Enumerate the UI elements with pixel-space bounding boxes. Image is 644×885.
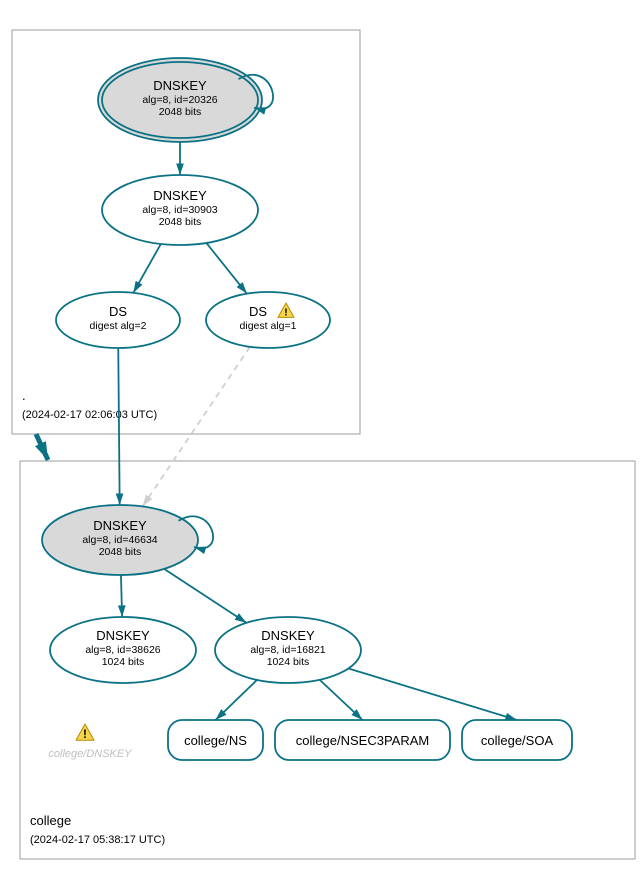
svg-text:alg=8, id=16821: alg=8, id=16821	[250, 644, 325, 656]
svg-text:alg=8, id=38626: alg=8, id=38626	[85, 644, 160, 656]
svg-text:alg=8, id=20326: alg=8, id=20326	[142, 94, 217, 106]
edge	[143, 347, 250, 507]
zone-label: .	[22, 388, 26, 403]
svg-text:1024 bits: 1024 bits	[267, 656, 310, 668]
svg-text:!: !	[83, 728, 87, 741]
svg-text:alg=8, id=30903: alg=8, id=30903	[142, 204, 217, 216]
svg-text:college/SOA: college/SOA	[481, 733, 554, 748]
root_dnskey2: DNSKEYalg=8, id=309032048 bits	[102, 175, 258, 245]
record-nsec: college/NSEC3PARAM	[275, 720, 450, 760]
svg-text:!: !	[284, 307, 287, 318]
svg-text:2048 bits: 2048 bits	[159, 106, 202, 118]
ds1: DSdigest alg=2	[56, 292, 180, 348]
edge	[121, 575, 122, 617]
warn-label: college/DNSKEY	[48, 748, 132, 760]
record-ns: college/NS	[168, 720, 263, 760]
svg-text:1024 bits: 1024 bits	[102, 656, 145, 668]
zone-date: (2024-02-17 05:38:17 UTC)	[30, 834, 165, 846]
svg-text:DNSKEY: DNSKEY	[153, 78, 207, 93]
svg-text:digest alg=2: digest alg=2	[90, 320, 147, 332]
svg-text:college/NS: college/NS	[184, 733, 247, 748]
zone-date: (2024-02-17 02:06:03 UTC)	[22, 409, 157, 421]
edge	[133, 244, 161, 293]
edge	[118, 348, 119, 505]
zone-arrow	[36, 434, 48, 460]
svg-text:2048 bits: 2048 bits	[99, 546, 142, 558]
edge	[320, 680, 363, 720]
svg-text:DNSKEY: DNSKEY	[261, 628, 315, 643]
svg-text:college/NSEC3PARAM: college/NSEC3PARAM	[296, 733, 429, 748]
col_dnskey2: DNSKEYalg=8, id=386261024 bits	[50, 617, 196, 683]
svg-text:DNSKEY: DNSKEY	[93, 518, 147, 533]
svg-text:DS: DS	[249, 304, 267, 319]
edge	[164, 569, 246, 623]
root_dnskey1: DNSKEYalg=8, id=203262048 bits	[98, 58, 273, 142]
col_dnskey1: DNSKEYalg=8, id=466342048 bits	[42, 505, 213, 575]
svg-text:DNSKEY: DNSKEY	[153, 188, 207, 203]
col_dnskey3: DNSKEYalg=8, id=168211024 bits	[215, 617, 361, 683]
zone-label: college	[30, 813, 71, 828]
edge	[216, 680, 258, 720]
svg-text:alg=8, id=46634: alg=8, id=46634	[82, 534, 157, 546]
edge	[206, 243, 247, 294]
edge	[348, 668, 517, 720]
svg-text:2048 bits: 2048 bits	[159, 216, 202, 228]
record-soa: college/SOA	[462, 720, 572, 760]
svg-text:digest alg=1: digest alg=1	[240, 320, 297, 332]
svg-text:DS: DS	[109, 304, 127, 319]
svg-text:DNSKEY: DNSKEY	[96, 628, 150, 643]
warning-icon: !	[76, 724, 94, 741]
ds2: DSdigest alg=1!	[206, 292, 330, 348]
